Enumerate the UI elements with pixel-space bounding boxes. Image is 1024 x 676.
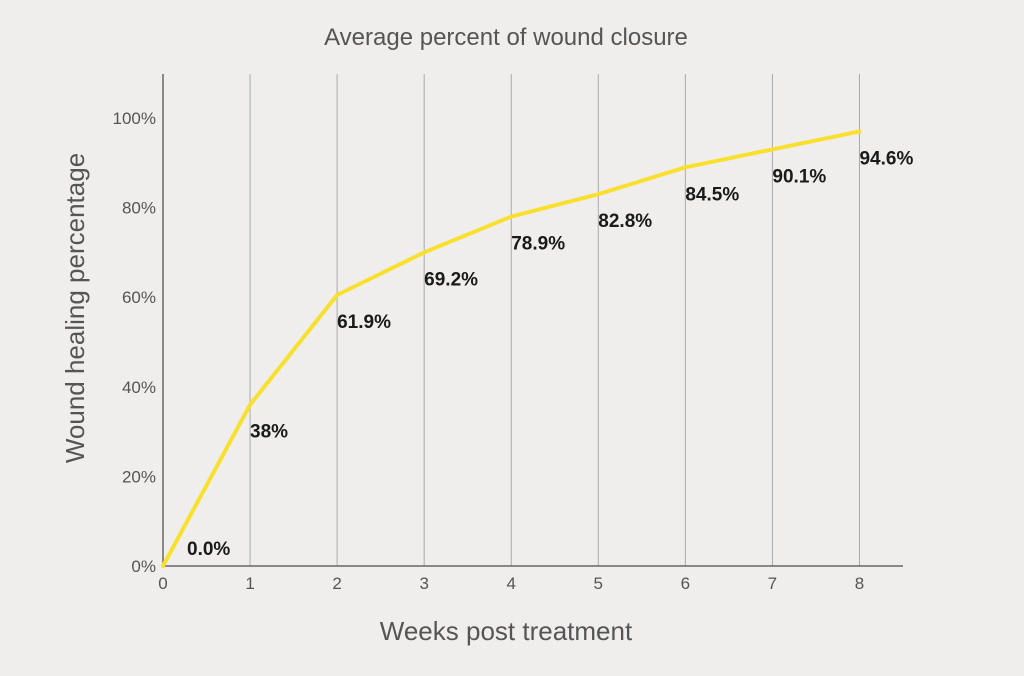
x-tick-label: 1 (245, 574, 254, 593)
x-tick-labels: 0 1 2 3 4 5 6 7 8 (158, 574, 864, 593)
series-line-0 (161, 129, 862, 568)
x-tick-label: 6 (681, 574, 690, 593)
y-axis-title: Wound healing percentage (60, 153, 90, 463)
y-tick-label: 80% (122, 199, 156, 218)
data-label: 90.1% (772, 166, 826, 187)
y-tick-label: 40% (122, 378, 156, 397)
data-label: 61.9% (337, 312, 391, 333)
y-tick-label: 0% (131, 557, 156, 576)
data-label: 84.5% (685, 184, 739, 205)
x-tick-label: 5 (594, 574, 603, 593)
y-tick-label: 20% (122, 467, 156, 486)
data-label: 69.2% (424, 269, 478, 290)
x-tick-label: 0 (158, 574, 167, 593)
chart-title: Average percent of wound closure (324, 24, 688, 51)
y-tick-labels: 0% 20% 40% 60% 80% 100% (113, 109, 156, 576)
data-label: 94.6% (859, 148, 913, 169)
data-label: 78.9% (511, 234, 565, 255)
data-label: 0.0% (187, 539, 230, 560)
data-labels: 0.0% 38% 61.9% 69.2% 78.9% 82.8% 84.5% 90.1% 94.… (187, 148, 913, 560)
x-tick-label: 2 (332, 574, 341, 593)
x-tick-label: 4 (507, 574, 516, 593)
x-axis-title: Weeks post treatment (380, 616, 633, 646)
y-tick-label: 60% (122, 288, 156, 307)
y-tick-label: 100% (113, 109, 156, 128)
data-label: 38% (250, 422, 288, 443)
grid (249, 74, 860, 566)
data-label: 82.8% (598, 211, 652, 232)
x-tick-label: 8 (855, 574, 864, 593)
series-group (161, 129, 862, 568)
x-tick-label: 7 (768, 574, 777, 593)
x-tick-label: 3 (419, 574, 428, 593)
